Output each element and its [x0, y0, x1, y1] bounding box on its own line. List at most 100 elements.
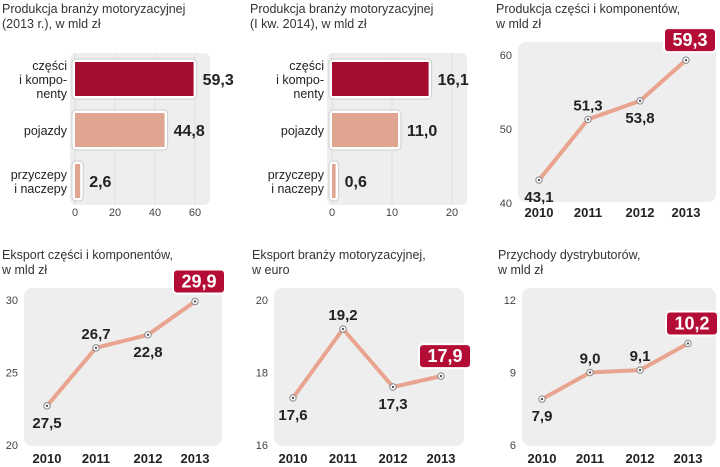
- series-line: [45, 299, 197, 408]
- data-point-dot: [686, 342, 690, 345]
- data-point-dot: [586, 118, 590, 121]
- bar-value-label: 2,6: [89, 174, 111, 191]
- data-point-dot: [439, 374, 443, 378]
- bar: [75, 164, 81, 198]
- x-tick-label: 0: [72, 207, 78, 219]
- bar: [332, 164, 336, 198]
- x-tick-label: 20: [109, 207, 121, 219]
- chart-title-export-parts: Eksport części i komponentów, w mld zł: [2, 248, 173, 278]
- series-line: [540, 341, 690, 402]
- chart-title-prod-q1-2014: Produkcja branży motoryzacyjnej (I kw. 2…: [250, 2, 433, 32]
- value-label: 17,6: [278, 407, 307, 424]
- y-tick-label: 30: [6, 295, 18, 307]
- chart-title-export-industry: Eksport branży motoryzacyjnej, w euro: [252, 248, 426, 278]
- y-tick-label: 6: [510, 440, 516, 452]
- data-point-dot: [341, 327, 345, 331]
- category-label: nenty: [36, 87, 67, 101]
- x-tick-label: 2011: [329, 451, 357, 466]
- bar-value-label: 44,8: [174, 123, 205, 140]
- value-label-box: [172, 268, 226, 295]
- value-label: 10,2: [674, 314, 709, 334]
- x-tick-label: 2012: [626, 205, 655, 220]
- y-tick-label: 25: [6, 368, 18, 380]
- plot-panel: [274, 288, 464, 446]
- category-label: nenty: [293, 87, 324, 101]
- x-tick-label: 2013: [181, 451, 210, 466]
- data-point-dot: [638, 99, 642, 103]
- x-tick-label: 2010: [528, 451, 557, 466]
- bar: [75, 113, 165, 147]
- y-tick-label: 60: [500, 50, 512, 62]
- x-tick-label: 2011: [576, 451, 604, 466]
- data-point-dot: [45, 404, 49, 408]
- category-label: i naczepy: [14, 182, 68, 196]
- category-label: części: [32, 59, 67, 73]
- bar: [332, 62, 429, 96]
- chart-title-prod-parts: Produkcja części i komponentów, w mld zł: [496, 2, 680, 32]
- data-point-dot: [291, 396, 295, 400]
- y-tick-label: 12: [504, 295, 516, 307]
- category-label: pojazdy: [24, 124, 68, 138]
- category-label: i kompo-: [276, 73, 324, 87]
- bar: [75, 62, 194, 96]
- data-point-dot: [684, 58, 688, 62]
- y-tick-label: 18: [256, 368, 268, 380]
- x-tick-label: 10: [386, 207, 398, 219]
- bar-value-label: 59,3: [203, 72, 234, 89]
- series-line: [291, 327, 443, 400]
- data-point-dot: [537, 178, 541, 182]
- x-tick-label: 2013: [427, 451, 456, 466]
- title-line: (2013 r.), w mld zł: [2, 17, 101, 31]
- title-line: w mld zł: [2, 263, 48, 277]
- x-tick-label: 2013: [674, 451, 703, 466]
- x-tick-label: 60: [189, 207, 201, 219]
- data-point-dot: [391, 385, 395, 389]
- category-label: części: [289, 59, 324, 73]
- x-tick-label: 2012: [626, 451, 655, 466]
- x-tick-label: 2011: [82, 451, 110, 466]
- value-label-box: [418, 343, 472, 370]
- y-tick-label: 20: [6, 440, 18, 452]
- value-label: 17,9: [427, 346, 462, 366]
- value-label: 53,8: [625, 110, 654, 127]
- x-tick-label: 20: [446, 207, 458, 219]
- value-label: 22,8: [133, 344, 162, 361]
- y-tick-label: 16: [256, 440, 268, 452]
- value-label: 43,1: [524, 189, 553, 206]
- y-tick-label: 50: [500, 124, 512, 136]
- chart-title-prod-2013: Produkcja branży motoryzacyjnej (2013 r.…: [2, 2, 185, 32]
- title-line: Eksport branży motoryzacyjnej,: [252, 248, 426, 262]
- title-line: Produkcja branży motoryzacyjnej: [250, 2, 434, 16]
- data-point-dot: [94, 346, 98, 350]
- title-line: Produkcja części i komponentów,: [496, 2, 681, 16]
- data-point-dot: [638, 368, 642, 372]
- title-line: w mld zł: [498, 263, 544, 277]
- value-label: 9,1: [630, 348, 651, 365]
- bar-value-label: 11,0: [407, 123, 437, 140]
- category-label: przyczepy: [11, 168, 68, 182]
- title-line: Produkcja branży motoryzacyjnej: [2, 2, 186, 16]
- category-label: i naczepy: [271, 182, 325, 196]
- x-tick-label: 2010: [279, 451, 308, 466]
- title-line: w euro: [252, 263, 290, 277]
- plot-panel: [24, 288, 222, 446]
- y-tick-label: 9: [510, 368, 516, 380]
- value-label: 51,3: [573, 97, 602, 114]
- bar-value-label: 16,1: [438, 72, 469, 89]
- value-label: 59,3: [672, 30, 707, 50]
- title-line: Eksport części i komponentów,: [2, 248, 173, 262]
- data-point-dot: [146, 333, 150, 336]
- title-line: w mld zł: [496, 17, 542, 31]
- x-tick-label: 0: [329, 207, 335, 219]
- plot-panel: [518, 42, 716, 202]
- value-label: 17,3: [378, 396, 407, 413]
- data-point-dot: [540, 397, 544, 401]
- title-line: (I kw. 2014), w mld zł: [250, 17, 367, 31]
- category-label: pojazdy: [281, 124, 325, 138]
- x-tick-label: 2010: [525, 205, 554, 220]
- value-label: 9,0: [580, 351, 601, 368]
- series-line: [537, 58, 688, 183]
- title-line: Przychody dystrybutorów,: [498, 248, 641, 262]
- value-label: 19,2: [328, 307, 357, 324]
